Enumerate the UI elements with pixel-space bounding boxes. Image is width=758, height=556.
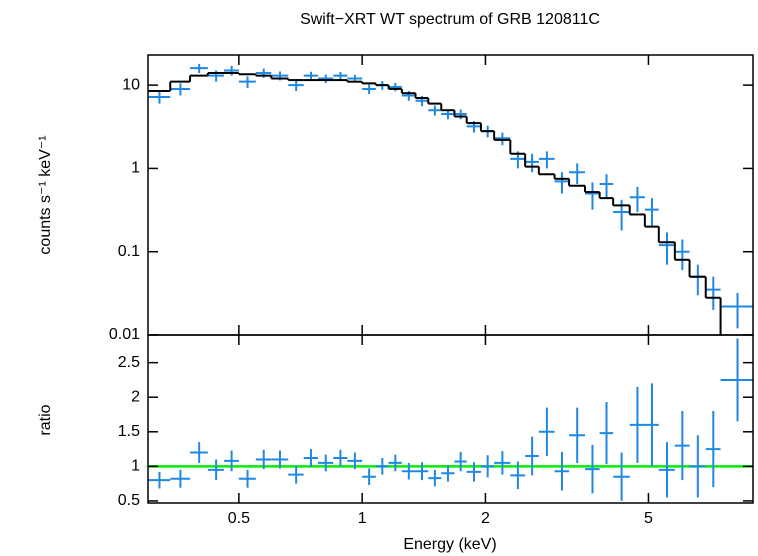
- data-point: [224, 450, 239, 472]
- y-tick-label: 1: [131, 458, 140, 475]
- data-point: [538, 151, 555, 169]
- data-point: [362, 468, 376, 486]
- y-tick-label: 0.01: [109, 326, 140, 343]
- data-point: [629, 386, 645, 463]
- data-point: [480, 455, 495, 478]
- data-point: [454, 109, 467, 120]
- data-point: [658, 232, 675, 265]
- data-point: [494, 132, 511, 146]
- data-point: [375, 458, 389, 475]
- data-point: [525, 436, 539, 476]
- data-point: [599, 402, 614, 465]
- data-point: [525, 153, 539, 173]
- data-point: [224, 65, 239, 76]
- y-tick-label: 1.5: [118, 423, 140, 440]
- x-tick-label: 0.5: [228, 510, 250, 527]
- data-point: [388, 83, 402, 92]
- x-axis-label: Energy (keV): [403, 536, 496, 553]
- data-point: [170, 83, 191, 96]
- data-point: [441, 464, 455, 482]
- data-point: [207, 459, 225, 481]
- data-point: [599, 174, 614, 198]
- data-point: [454, 451, 467, 472]
- data-point: [689, 435, 706, 498]
- data-point: [333, 449, 348, 467]
- data-point: [303, 71, 318, 81]
- data-point: [554, 172, 570, 194]
- data-point: [303, 449, 318, 468]
- x-tick-label: 5: [644, 510, 653, 527]
- data-point: [705, 276, 721, 310]
- y-axis-label: counts s⁻¹ keV⁻¹: [37, 135, 54, 254]
- data-point: [554, 451, 570, 491]
- data-point: [658, 442, 675, 498]
- x-tick-label: 1: [358, 510, 367, 527]
- data-point: [629, 186, 645, 212]
- data-point: [271, 450, 289, 469]
- data-point: [466, 462, 481, 482]
- data-point: [288, 80, 304, 92]
- frame: [147, 334, 754, 504]
- data-point: [494, 451, 511, 475]
- data-point: [190, 63, 208, 73]
- plot-area: [148, 63, 753, 335]
- data-point: [401, 462, 416, 480]
- data-point: [317, 74, 334, 84]
- data-point: [238, 76, 256, 89]
- data-point: [720, 292, 753, 329]
- data-point: [148, 471, 171, 489]
- data-point: [569, 407, 586, 463]
- y-axis-label: ratio: [37, 404, 54, 435]
- chart-title: Swift−XRT WT spectrum of GRB 120811C: [300, 11, 600, 28]
- data-point: [569, 163, 586, 185]
- data-point: [720, 338, 753, 422]
- data-point: [644, 198, 659, 227]
- data-point: [674, 411, 690, 481]
- x-tick-label: 2: [481, 510, 490, 527]
- data-point: [538, 407, 555, 456]
- data-point: [362, 84, 376, 95]
- data-point: [388, 454, 402, 472]
- data-point: [288, 465, 304, 484]
- y-tick-label: 1: [131, 160, 140, 177]
- frame: [147, 54, 754, 336]
- data-point: [255, 449, 272, 470]
- data-point: [613, 452, 630, 501]
- data-point: [585, 444, 600, 494]
- data-point: [510, 461, 526, 490]
- data-point: [148, 91, 171, 104]
- data-point: [644, 383, 659, 467]
- data-point: [333, 71, 348, 80]
- y-tick-label: 2.5: [118, 354, 140, 371]
- data-point: [689, 264, 706, 296]
- data-point: [428, 105, 442, 116]
- data-point: [170, 469, 191, 488]
- y-tick-label: 10: [122, 76, 140, 93]
- y-tick-label: 2: [131, 388, 140, 405]
- data-point: [674, 239, 690, 271]
- data-point: [415, 462, 429, 481]
- data-point: [585, 182, 600, 210]
- y-tick-label: 0.5: [118, 492, 140, 509]
- data-point: [190, 442, 208, 463]
- data-point: [347, 452, 363, 470]
- y-tick-label: 0.1: [118, 243, 140, 260]
- data-point: [238, 469, 256, 488]
- data-point: [428, 469, 442, 487]
- data-point: [317, 454, 334, 472]
- data-point: [705, 411, 721, 488]
- plot-area: [148, 338, 753, 501]
